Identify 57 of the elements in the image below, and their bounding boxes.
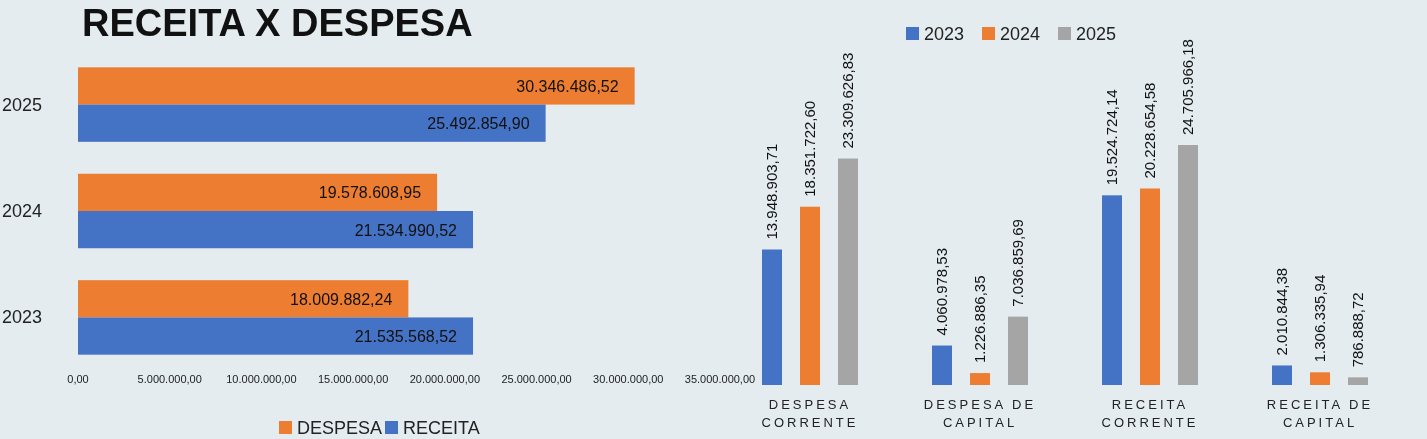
legend-label: DESPESA [297, 418, 383, 438]
bar [762, 249, 782, 385]
data-label: 13.948.903,71 [763, 143, 780, 240]
data-label: 1.306.335,94 [1311, 274, 1328, 363]
x-tick-label: RECEITA DE CAPITAL [1266, 397, 1374, 430]
data-label: 18.351.722,60 [801, 100, 818, 197]
y-tick-label: 2023 [1, 307, 42, 328]
bar [800, 206, 820, 385]
bar [1348, 377, 1368, 385]
x-tick-label: DESPESA DE CAPITAL [923, 397, 1037, 430]
data-label: 1.226.886,35 [971, 275, 988, 364]
data-label: 24.705.966,18 [1179, 39, 1196, 135]
x-tick-label: RECEITA CORRENTE [1101, 397, 1199, 430]
bar [78, 104, 546, 142]
data-label: 786.888,72 [1349, 292, 1366, 368]
bar [1310, 372, 1330, 385]
x-tick-label: DESPESA CORRENTE [761, 397, 859, 430]
data-label: 23.309.626,83 [839, 52, 856, 149]
bar [78, 317, 474, 355]
data-label: 4.060.978,53 [933, 247, 950, 336]
data-label: 25.492.854,90 [427, 115, 530, 133]
data-label: 30.346.486,52 [516, 77, 619, 95]
data-label: 20.228.654,58 [1141, 82, 1158, 179]
bar [1178, 145, 1198, 385]
legend-label: RECEITA [403, 418, 480, 438]
chart-title: RECEITA X DESPESA [82, 2, 473, 44]
legend-label: 2025 [1076, 24, 1117, 44]
bar [1272, 365, 1292, 385]
y-tick-label: 2025 [1, 94, 42, 115]
x-tick-label: 25.000.000,00 [501, 373, 572, 385]
x-tick-label: 30.000.000,00 [593, 373, 664, 385]
x-tick-label: 20.000.000,00 [409, 373, 481, 385]
x-tick-label: 15.000.000,00 [317, 373, 389, 385]
bar [838, 158, 858, 385]
bar [970, 373, 990, 385]
x-tick-label: 35.000.000,00 [684, 373, 756, 385]
data-label: 21.534.990,52 [354, 221, 458, 239]
bar [78, 67, 635, 105]
bar [1102, 195, 1122, 385]
bar [78, 280, 409, 318]
data-label: 18.009.882,24 [290, 290, 393, 308]
data-label: 7.036.859,69 [1009, 219, 1026, 307]
bar [932, 345, 952, 385]
bar [78, 211, 474, 249]
x-tick-label: 5.000.000,00 [137, 373, 202, 385]
data-label: 21.535.568,52 [354, 328, 458, 346]
legend-label: 2024 [1000, 24, 1041, 44]
x-tick-label: 10.000.000,00 [226, 373, 297, 385]
legend-label: 2023 [924, 24, 965, 44]
x-tick-label: 0,00 [67, 373, 89, 385]
bar [1140, 188, 1160, 385]
data-label: 2.010.844,38 [1273, 267, 1290, 356]
data-label: 19.578.608,95 [318, 184, 422, 202]
bar [78, 173, 438, 211]
bar [1008, 316, 1028, 385]
y-tick-label: 2024 [1, 201, 42, 221]
data-label: 19.524.724,14 [1103, 89, 1120, 186]
